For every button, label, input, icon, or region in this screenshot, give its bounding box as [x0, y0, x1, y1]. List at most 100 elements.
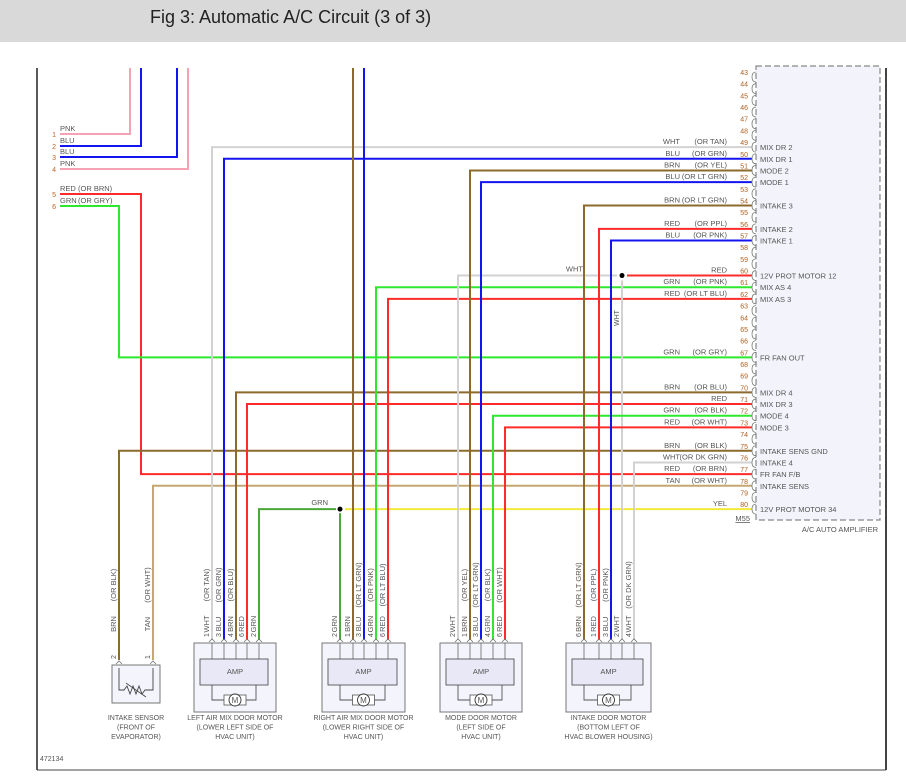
pin-number: 62	[740, 292, 748, 299]
intake-sensor-box	[111, 664, 161, 704]
pin-terminal	[751, 375, 757, 387]
motor-lead	[339, 685, 354, 701]
wire-color-label: GRN	[249, 616, 258, 633]
wire-color-label: RED	[711, 394, 727, 403]
pin-number: 57	[740, 234, 748, 241]
pin-function-label: 12V PROT MOTOR 12	[760, 272, 836, 281]
wire-color-label: GRN	[663, 406, 680, 415]
wire-alt-color-label: (OR TAN)	[202, 568, 211, 601]
pin-terminal	[751, 211, 757, 223]
wire-color-label: GRN	[330, 616, 339, 633]
pin-number: 49	[740, 140, 748, 147]
wire-alt-color-label: (OR LT GRN)	[471, 562, 480, 608]
pin-function-label: MODE 3	[760, 423, 789, 432]
wire-alt-color-label: (OR BLK)	[694, 441, 727, 450]
wire-color-label: BRN	[664, 160, 680, 169]
pin-number: 43	[740, 70, 748, 77]
wire-color-label: RED	[378, 616, 387, 632]
wire-alt-color-label: (OR LT BLU)	[684, 289, 728, 298]
component-name: EVAPORATOR)	[111, 734, 161, 741]
pin-number: 51	[740, 163, 748, 170]
pin-terminal	[349, 638, 357, 643]
pin-terminal	[501, 638, 509, 643]
pin-number: 71	[740, 397, 748, 404]
component-name: (LEFT SIDE OF	[456, 725, 505, 732]
wire-alt-color-label: (OR LT BLU)	[378, 563, 387, 607]
pin-terminal	[115, 660, 123, 665]
wire	[504, 426, 752, 640]
component-name: HVAC BLOWER HOUSING)	[564, 734, 652, 741]
wire-color-label: YEL	[713, 499, 727, 508]
pin-number: 2	[450, 633, 457, 637]
wire	[610, 239, 752, 640]
pin-terminal	[751, 83, 757, 95]
pin-number: 45	[740, 93, 748, 100]
pin-number: 59	[740, 257, 748, 264]
pin-number: 50	[740, 152, 748, 159]
wire-alt-color-label: (OR WHT)	[692, 476, 728, 485]
wire	[60, 205, 752, 359]
wire-color-label: RED	[664, 464, 680, 473]
wire-alt-color-label: (OR WHT)	[143, 567, 152, 603]
pin-terminal	[454, 638, 462, 643]
pin-terminal	[751, 246, 757, 258]
wire-color-label: TAN	[666, 476, 680, 485]
pin-terminal	[751, 363, 757, 375]
pin-terminal	[751, 130, 757, 141]
pin-number: 1	[145, 655, 152, 659]
component-name: RIGHT AIR MIX DOOR MOTOR	[313, 715, 413, 722]
wire	[387, 297, 752, 640]
pin-number: 69	[740, 374, 748, 381]
pin-terminal	[751, 153, 757, 165]
pin-number: 4	[626, 633, 633, 637]
wire-color-label: BLU	[60, 147, 75, 156]
pin-terminal	[751, 422, 757, 433]
wire-color-label: BRN	[664, 382, 680, 391]
pin-terminal	[751, 281, 757, 293]
wire	[235, 391, 752, 640]
wire-color-label: BLU	[601, 617, 610, 632]
wire-alt-color-label: (OR PNK)	[366, 568, 375, 602]
motor-symbol: M	[605, 696, 612, 705]
wire	[60, 68, 178, 158]
wire-color-label: BLU	[60, 136, 75, 145]
pin-number: 48	[740, 128, 748, 135]
thermistor-arrow	[125, 682, 147, 698]
pin-terminal	[751, 305, 757, 316]
wire	[223, 157, 752, 640]
amplifier-name: A/C AUTO AMPLIFIER	[802, 525, 879, 534]
wire	[60, 68, 142, 147]
wire-color-label: BRN	[343, 616, 352, 632]
pin-number: 47	[740, 117, 748, 124]
pin-terminal	[336, 638, 344, 643]
pin-terminal	[751, 258, 757, 270]
wire-alt-color-label: (OR WHT)	[495, 567, 504, 603]
amplifier-box	[755, 65, 881, 521]
wire-color-label: BLU	[354, 617, 363, 632]
wire-color-label: GRN	[366, 616, 375, 633]
component-name: (LOWER RIGHT SIDE OF	[323, 725, 405, 732]
pin-number: 2	[332, 633, 339, 637]
title-bar: Fig 3: Automatic A/C Circuit (3 of 3)	[0, 0, 906, 42]
pin-number: 44	[740, 82, 748, 89]
wire	[60, 68, 131, 135]
wire-alt-color-label: (OR PNK)	[601, 568, 610, 602]
pin-number: 80	[740, 502, 748, 509]
pin-number: 65	[740, 327, 748, 334]
pin-number: 61	[740, 280, 748, 287]
splice-dot	[337, 506, 343, 512]
pin-function-label: MIX DR 3	[760, 400, 793, 409]
pin-function-label: MIX AS 3	[760, 295, 791, 304]
motor-icon	[357, 693, 370, 707]
pin-number: 56	[740, 222, 748, 229]
motor-lead	[373, 685, 386, 701]
pin-function-label: MODE 4	[760, 412, 789, 421]
wire-color-label: RED	[664, 219, 680, 228]
pin-terminal	[751, 457, 757, 468]
wire	[211, 146, 752, 640]
wire	[598, 227, 752, 640]
motor-symbol: M	[478, 696, 485, 705]
wire-alt-color-label: (OR YEL)	[460, 568, 469, 601]
pin-terminal	[751, 106, 757, 118]
